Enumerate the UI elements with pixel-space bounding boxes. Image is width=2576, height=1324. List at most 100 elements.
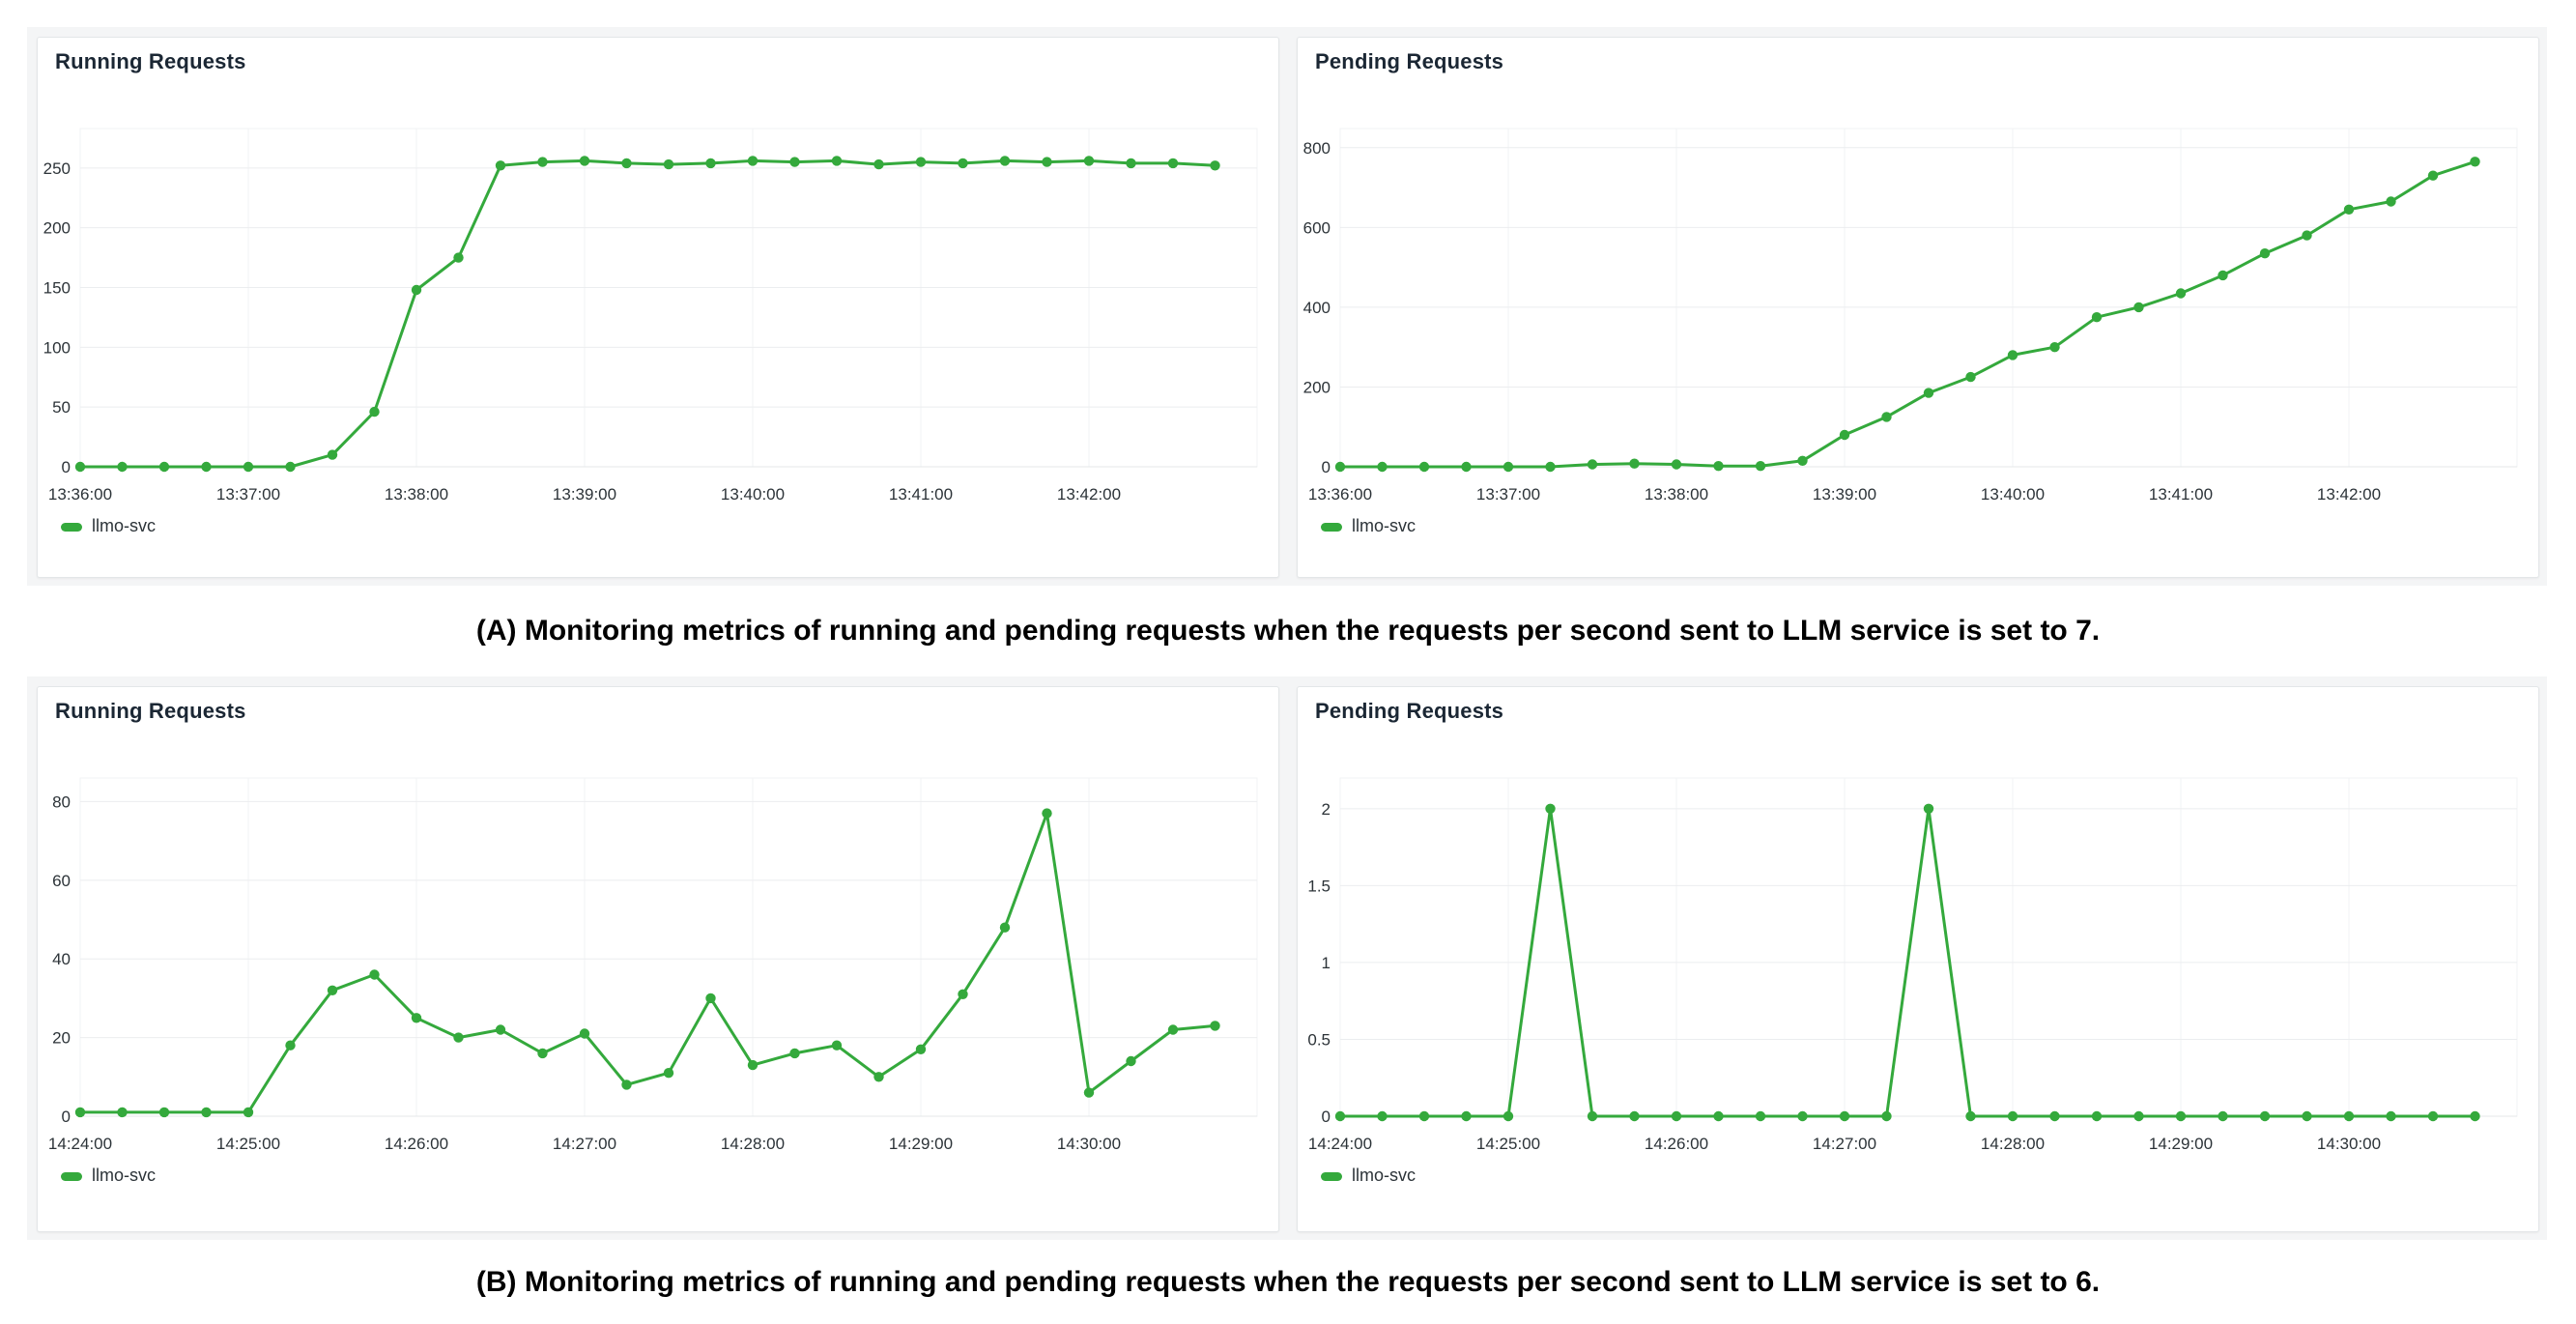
data-point	[1210, 1021, 1220, 1031]
x-axis-tick-label: 14:29:00	[889, 1135, 953, 1153]
x-axis-tick-label: 14:30:00	[2317, 1135, 2381, 1153]
plot-frame	[79, 128, 1258, 468]
data-point	[2091, 1110, 2103, 1122]
plot-frame	[1339, 128, 2518, 468]
data-point	[1334, 461, 1346, 473]
legend-swatch	[1321, 523, 1342, 532]
data-point	[1965, 371, 1976, 383]
x-axis-tick-label: 13:41:00	[889, 485, 953, 504]
data-point	[2007, 350, 2018, 360]
x-axis-tick-label: 14:24:00	[1308, 1135, 1372, 1153]
data-point	[958, 989, 968, 999]
x-axis-tick-label: 13:36:00	[1308, 485, 1372, 504]
data-point	[1923, 803, 1934, 814]
data-point	[705, 158, 716, 169]
x-axis-tick-label: 13:40:00	[721, 485, 785, 504]
data-point	[999, 156, 1011, 166]
caption-b: (B) Monitoring metrics of running and pe…	[475, 1265, 2101, 1298]
data-point	[1334, 1110, 1346, 1122]
data-point	[2427, 170, 2439, 181]
plot-frame	[79, 777, 1258, 1117]
x-axis-tick-label: 13:39:00	[1813, 485, 1876, 504]
data-point	[789, 157, 800, 167]
y-axis-tick-label: 2	[1322, 800, 1331, 819]
x-axis-tick-label: 14:30:00	[1057, 1135, 1121, 1153]
data-point	[2091, 312, 2103, 323]
data-point	[495, 160, 506, 171]
data-point	[873, 1072, 884, 1082]
panel-pending-requests-a: Pending Requests 13:36:00 13:37:00 13:38:0…	[1297, 37, 2539, 578]
x-axis-tick-label: 14:28:00	[721, 1135, 785, 1153]
data-point	[663, 1068, 674, 1079]
x-axis-tick-label: 13:42:00	[2317, 485, 2381, 504]
data-point	[579, 156, 590, 166]
x-axis-tick-label: 13:40:00	[1981, 485, 2045, 504]
data-point	[1629, 458, 1640, 469]
legend-label: llmo-svc	[1352, 516, 1416, 535]
data-point	[915, 157, 927, 167]
pending-requests-chart-a: 13:36:00 13:37:00 13:38:00 13:39:00 13:40:00…	[1303, 128, 2518, 535]
data-point	[2302, 230, 2312, 241]
data-point	[1126, 1055, 1136, 1067]
y-axis-tick-label: 0	[62, 1108, 71, 1126]
legend-item[interactable]: llmo-svc	[61, 1166, 156, 1185]
series-line	[1338, 807, 2476, 1118]
data-point	[1839, 429, 1850, 441]
data-point	[2343, 204, 2355, 215]
data-point	[831, 156, 843, 166]
data-point	[747, 1059, 758, 1071]
data-point	[621, 1079, 632, 1090]
legend-item[interactable]: llmo-svc	[61, 516, 156, 535]
data-point	[2259, 248, 2271, 259]
y-axis-tick-label: 60	[52, 872, 71, 890]
data-point	[243, 1107, 254, 1118]
running-requests-chart-a: 13:36:00 13:37:00 13:38:00 13:39:00 13:40:00…	[43, 128, 1258, 535]
legend-item[interactable]: llmo-svc	[1321, 516, 1416, 535]
data-point	[873, 158, 884, 170]
data-point	[1418, 461, 1430, 473]
legend-swatch	[61, 523, 82, 532]
x-axis-tick-label: 13:37:00	[216, 485, 280, 504]
data-point	[327, 449, 338, 460]
panel-pending-requests-b: Pending Requests 14:24:00 14:25:00 14:26:0…	[1297, 686, 2539, 1232]
data-point	[453, 1032, 464, 1043]
data-point	[411, 284, 422, 296]
legend-label: llmo-svc	[92, 516, 156, 535]
x-axis-tick-label: 14:27:00	[1813, 1135, 1876, 1153]
data-point	[1126, 158, 1136, 169]
y-axis-tick-label: 400	[1303, 299, 1331, 317]
panel-row-a: Running Requests 13:36:00 13:37:00 13:38:0…	[27, 27, 2547, 586]
data-point	[2175, 1110, 2187, 1122]
data-point	[621, 158, 632, 169]
x-axis-tick-label: 13:42:00	[1057, 485, 1121, 504]
data-point	[1671, 459, 1682, 470]
x-axis-tick-label: 14:26:00	[1645, 1135, 1708, 1153]
data-point	[999, 922, 1011, 933]
data-point	[2175, 288, 2187, 299]
data-point	[2470, 1110, 2480, 1122]
y-axis-tick-label: 0.5	[1307, 1030, 1331, 1049]
data-point	[2133, 1110, 2144, 1122]
y-axis-tick-label: 40	[52, 950, 71, 968]
legend-item[interactable]: llmo-svc	[1321, 1166, 1416, 1185]
data-point	[453, 252, 464, 263]
data-point	[1503, 461, 1514, 473]
y-axis-tick-label: 150	[43, 278, 71, 297]
data-point	[285, 461, 296, 473]
data-point	[1461, 461, 1472, 473]
data-point	[1377, 1110, 1388, 1122]
data-point	[2007, 1110, 2018, 1122]
series-line	[1338, 159, 2476, 469]
data-point	[2343, 1110, 2355, 1122]
x-axis-tick-label: 14:29:00	[2149, 1135, 2213, 1153]
data-point	[579, 1028, 590, 1039]
data-point	[1713, 1110, 1724, 1122]
x-axis-tick-label: 14:27:00	[553, 1135, 616, 1153]
data-point	[1797, 455, 1808, 466]
y-axis-tick-label: 100	[43, 338, 71, 357]
data-point	[1461, 1110, 1472, 1122]
data-point	[1167, 158, 1179, 169]
panel-row-b: Running Requests 14:24:00 14:25:00 14:26:0…	[27, 676, 2547, 1240]
y-axis-tick-label: 250	[43, 159, 71, 178]
